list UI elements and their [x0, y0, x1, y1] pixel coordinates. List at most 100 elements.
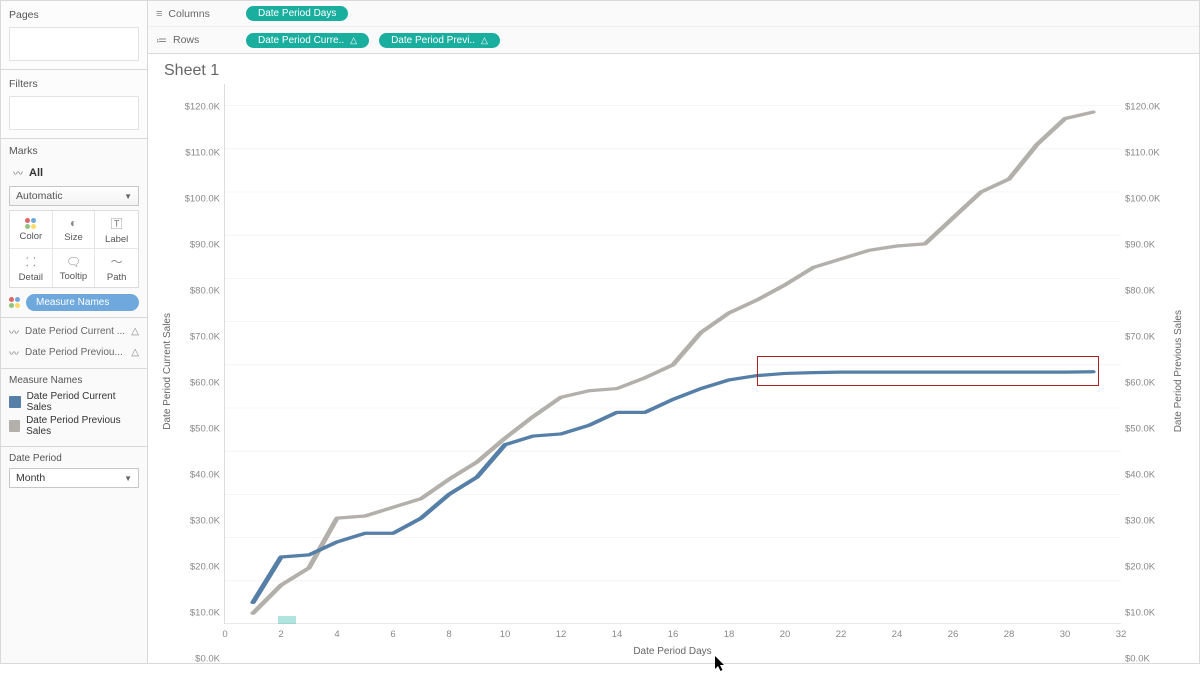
series-row-current-label: Date Period Current ...: [25, 326, 125, 337]
delta-icon: △: [131, 326, 139, 337]
y-tick-right: $80.0K: [1125, 286, 1155, 297]
plot-column: 02468101214161820222426283032 Date Perio…: [224, 84, 1121, 659]
tooltip-button[interactable]: 🗨 Tooltip: [53, 249, 96, 287]
sheet-title[interactable]: Sheet 1: [158, 62, 1187, 84]
columns-icon: ≡: [156, 8, 162, 20]
legend-swatch-previous: [9, 420, 20, 432]
size-button[interactable]: ◐ Size: [53, 211, 96, 249]
detail-label: Detail: [19, 272, 43, 283]
y-tick-left: $0.0K: [176, 654, 220, 665]
columns-shelf-label: ≡ Columns: [156, 8, 236, 20]
chart-svg: [225, 84, 1121, 624]
pages-title: Pages: [9, 5, 139, 27]
rows-pill-0-label: Date Period Curre..: [258, 35, 344, 46]
x-tick: 0: [222, 629, 227, 640]
columns-pill-0-label: Date Period Days: [258, 8, 336, 19]
line-icon: 〰: [13, 165, 23, 180]
rows-label-text: Rows: [173, 34, 199, 46]
detail-icon: ⸬: [26, 253, 36, 270]
y-tick-right: $20.0K: [1125, 562, 1155, 573]
color-icon: [9, 297, 20, 308]
columns-pill-0[interactable]: Date Period Days: [246, 6, 348, 21]
tooltip-icon: 🗨: [66, 255, 81, 269]
x-tick: 24: [892, 629, 903, 640]
y-tick-right: $120.0K: [1125, 102, 1160, 113]
legend-item-previous[interactable]: Date Period Previous Sales: [9, 414, 139, 438]
path-label: Path: [107, 272, 127, 283]
rows-pill-1[interactable]: Date Period Previ.. △: [379, 33, 500, 48]
y-axis-right-label: Date Period Previous Sales: [1173, 310, 1184, 432]
x-tick: 20: [780, 629, 791, 640]
y-axis-right-label-container: Date Period Previous Sales: [1169, 84, 1187, 659]
columns-label-text: Columns: [168, 8, 209, 20]
series-row-previous-label: Date Period Previou...: [25, 347, 123, 358]
y-tick-right: $0.0K: [1125, 654, 1150, 665]
legend-item-previous-label: Date Period Previous Sales: [26, 415, 139, 437]
marks-all-row[interactable]: 〰 All: [1, 161, 147, 184]
x-tick: 8: [446, 629, 451, 640]
measure-names-pill[interactable]: Measure Names: [26, 294, 139, 311]
x-tick: 2: [278, 629, 283, 640]
y-tick-right: $100.0K: [1125, 194, 1160, 205]
x-tick: 28: [1004, 629, 1015, 640]
y-tick-left: $50.0K: [176, 424, 220, 435]
size-icon: ◐: [70, 216, 77, 230]
y-tick-right: $40.0K: [1125, 470, 1155, 481]
tooltip-label: Tooltip: [60, 271, 87, 282]
y-tick-left: $100.0K: [176, 194, 220, 205]
rows-pill-1-label: Date Period Previ..: [391, 35, 475, 46]
x-axis-label: Date Period Days: [224, 642, 1121, 659]
delta-icon: △: [131, 347, 139, 358]
y-axis-left-label-container: Date Period Current Sales: [158, 84, 176, 659]
marks-title: Marks: [1, 143, 147, 161]
series-row-previous[interactable]: 〰 Date Period Previou... △: [9, 345, 139, 360]
label-label: Label: [105, 234, 128, 245]
marks-button-grid: Color ◐ Size 🅃 Label ⸬ Detail 🗨 Tooltip: [9, 210, 139, 288]
x-tick: 16: [668, 629, 679, 640]
path-button[interactable]: 〜 Path: [95, 249, 138, 287]
y-tick-left: $30.0K: [176, 516, 220, 527]
x-tick: 12: [556, 629, 567, 640]
filters-title: Filters: [9, 74, 139, 96]
rows-icon: ≔: [156, 34, 167, 47]
label-icon: 🅃: [111, 215, 123, 232]
series-row-current[interactable]: 〰 Date Period Current ... △: [9, 324, 139, 339]
x-tick: 14: [612, 629, 623, 640]
y-tick-right: $30.0K: [1125, 516, 1155, 527]
delta-icon: △: [350, 35, 357, 46]
y-tick-left: $90.0K: [176, 240, 220, 251]
chevron-down-icon: ▼: [124, 192, 132, 201]
y-tick-left: $60.0K: [176, 378, 220, 389]
color-button[interactable]: Color: [10, 211, 53, 249]
sheet-area: Sheet 1 Date Period Current Sales $0.0K$…: [148, 54, 1199, 663]
delta-icon: △: [481, 35, 488, 46]
y-axis-right-ticks: $0.0K$10.0K$20.0K$30.0K$40.0K$50.0K$60.0…: [1121, 84, 1169, 659]
marks-card-pill-row: Measure Names: [9, 294, 139, 311]
pages-shelf[interactable]: [9, 27, 139, 61]
y-axis-left-ticks: $0.0K$10.0K$20.0K$30.0K$40.0K$50.0K$60.0…: [176, 84, 224, 659]
axis-origin-mark: [278, 616, 296, 624]
y-tick-right: $110.0K: [1125, 148, 1160, 159]
shelves: ≡ Columns Date Period Days ≔ Rows Date P…: [148, 1, 1199, 54]
detail-button[interactable]: ⸬ Detail: [10, 249, 53, 287]
plot-inner: 02468101214161820222426283032: [225, 84, 1121, 624]
rows-shelf-label: ≔ Rows: [156, 34, 236, 47]
pages-card: Pages: [1, 1, 147, 70]
rows-pill-0[interactable]: Date Period Curre.. △: [246, 33, 369, 48]
label-button[interactable]: 🅃 Label: [95, 211, 138, 249]
y-tick-right: $90.0K: [1125, 240, 1155, 251]
columns-shelf[interactable]: ≡ Columns Date Period Days: [148, 1, 1199, 27]
legend-card: Measure Names Date Period Current Sales …: [1, 369, 147, 447]
y-tick-right: $10.0K: [1125, 608, 1155, 619]
legend-item-current[interactable]: Date Period Current Sales: [9, 390, 139, 414]
date-period-select[interactable]: Month ▼: [9, 468, 139, 488]
main-panel: ≡ Columns Date Period Days ≔ Rows Date P…: [148, 1, 1199, 663]
mark-type-dropdown[interactable]: Automatic ▼: [9, 186, 139, 206]
measure-series-rows: 〰 Date Period Current ... △ 〰 Date Perio…: [1, 318, 147, 369]
rows-shelf[interactable]: ≔ Rows Date Period Curre.. △ Date Period…: [148, 27, 1199, 53]
x-tick: 4: [334, 629, 339, 640]
color-label: Color: [19, 231, 42, 242]
marks-all-label: All: [29, 167, 43, 179]
plot-area[interactable]: 02468101214161820222426283032: [224, 84, 1121, 624]
filters-shelf[interactable]: [9, 96, 139, 130]
